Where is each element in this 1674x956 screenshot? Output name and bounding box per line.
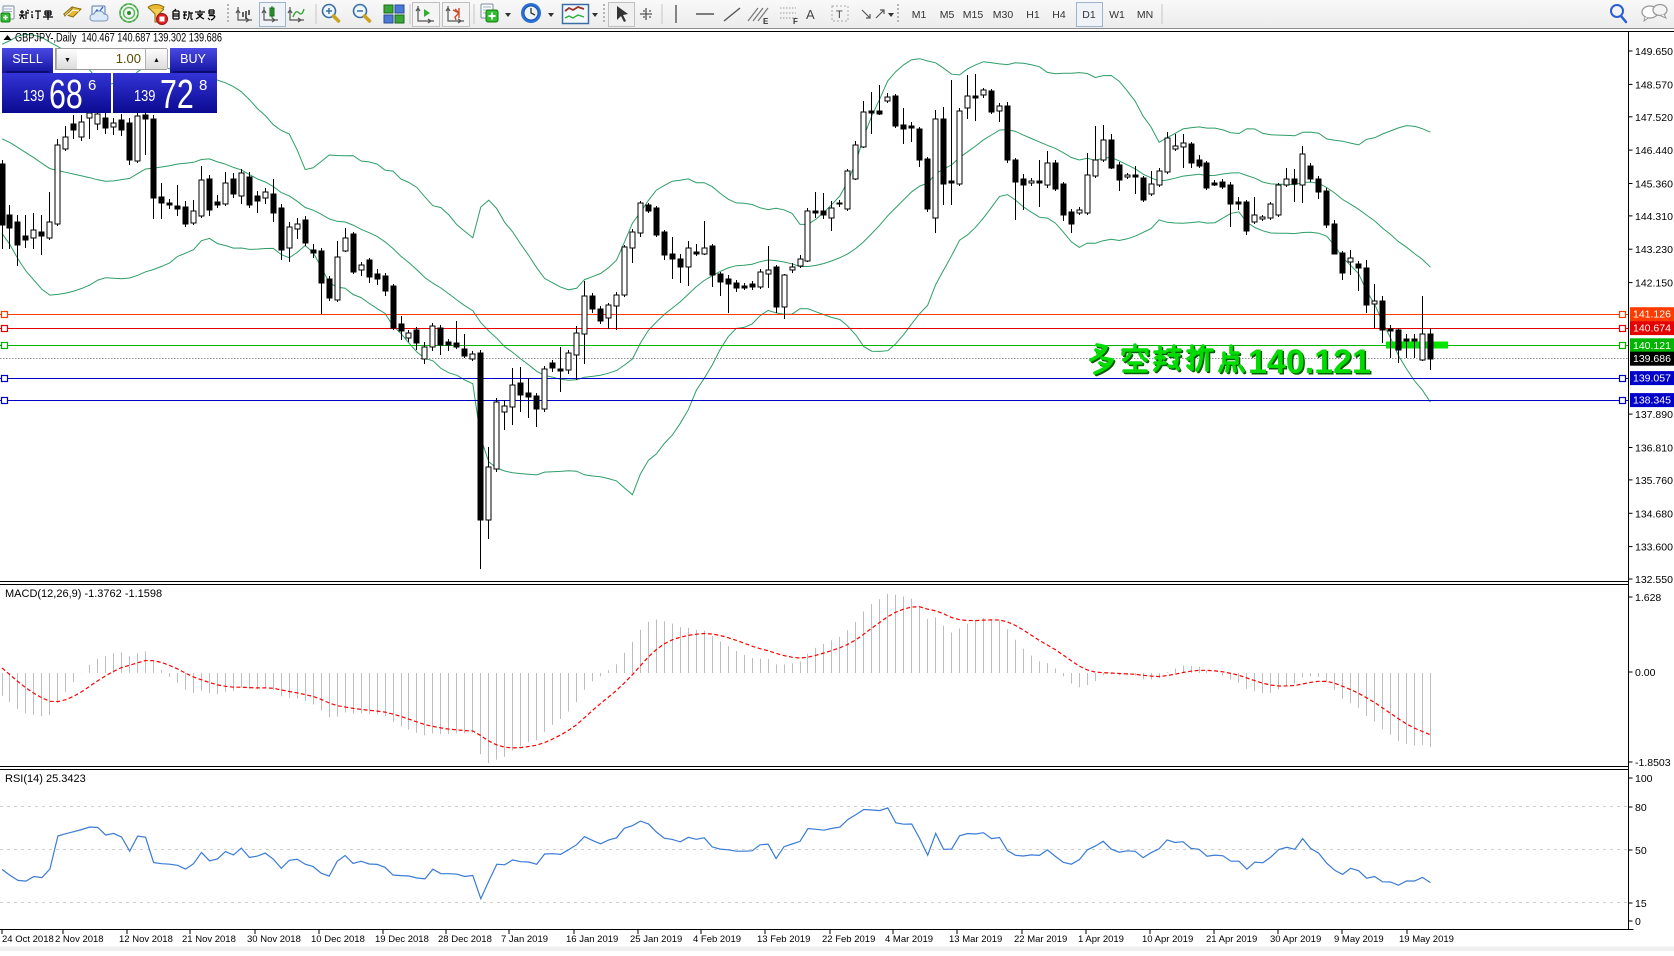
svg-text:-1.8503: -1.8503: [1635, 757, 1671, 769]
svg-text:132.550: 132.550: [1635, 574, 1673, 586]
svg-text:25 Jan 2019: 25 Jan 2019: [630, 934, 682, 945]
svg-text:21 Nov 2018: 21 Nov 2018: [182, 934, 236, 945]
svg-text:142.150: 142.150: [1635, 278, 1673, 290]
svg-text:145.360: 145.360: [1635, 179, 1673, 191]
svg-text:H4: H4: [1052, 9, 1066, 21]
svg-text:80: 80: [1635, 802, 1647, 814]
svg-text:2 Nov 2018: 2 Nov 2018: [55, 934, 104, 945]
svg-text:W1: W1: [1109, 9, 1125, 21]
svg-text:140.674: 140.674: [1633, 323, 1671, 335]
svg-text:30 Apr 2019: 30 Apr 2019: [1270, 934, 1321, 945]
svg-text:147.520: 147.520: [1635, 112, 1673, 124]
svg-text:MN: MN: [1137, 9, 1153, 21]
svg-text:144.310: 144.310: [1635, 211, 1673, 223]
svg-text:141.126: 141.126: [1633, 309, 1671, 321]
svg-text:10 Apr 2019: 10 Apr 2019: [1142, 934, 1193, 945]
svg-text:M1: M1: [912, 9, 927, 21]
svg-text:MACD(12,26,9) -1.3762 -1.1598: MACD(12,26,9) -1.3762 -1.1598: [5, 588, 162, 600]
svg-text:139.057: 139.057: [1633, 373, 1671, 385]
svg-text:136.810: 136.810: [1635, 443, 1673, 455]
svg-text:13 Mar 2019: 13 Mar 2019: [949, 934, 1002, 945]
svg-text:15: 15: [1635, 898, 1647, 910]
svg-text:148.570: 148.570: [1635, 79, 1673, 91]
svg-text:19 May 2019: 19 May 2019: [1399, 934, 1454, 945]
svg-text:139.686: 139.686: [1633, 353, 1671, 365]
svg-text:19 Dec 2018: 19 Dec 2018: [375, 934, 429, 945]
svg-text:0: 0: [1635, 916, 1641, 928]
svg-text:140.121: 140.121: [1250, 345, 1373, 383]
svg-text:140.121: 140.121: [1248, 343, 1371, 381]
svg-text:M30: M30: [993, 9, 1014, 21]
svg-text:13 Feb 2019: 13 Feb 2019: [757, 934, 810, 945]
svg-text:146.440: 146.440: [1635, 145, 1673, 157]
svg-text:RSI(14) 25.3423: RSI(14) 25.3423: [5, 773, 86, 785]
svg-text:M15: M15: [963, 9, 984, 21]
svg-text:21 Apr 2019: 21 Apr 2019: [1206, 934, 1257, 945]
svg-text:50: 50: [1635, 845, 1647, 857]
svg-text:12 Nov 2018: 12 Nov 2018: [119, 934, 173, 945]
svg-text:10 Dec 2018: 10 Dec 2018: [311, 934, 365, 945]
svg-text:1.628: 1.628: [1635, 592, 1661, 604]
svg-text:GBPJPY-,Daily 140.467 140.687: GBPJPY-,Daily 140.467 140.687 139.302 13…: [15, 33, 222, 45]
svg-text:0.00: 0.00: [1635, 667, 1656, 679]
svg-text:138.345: 138.345: [1633, 395, 1671, 407]
svg-text:1 Apr 2019: 1 Apr 2019: [1078, 934, 1124, 945]
svg-text:D1: D1: [1082, 9, 1096, 21]
svg-text:A: A: [806, 7, 815, 22]
svg-text:H1: H1: [1026, 9, 1040, 21]
svg-text:135.760: 135.760: [1635, 475, 1673, 487]
svg-text:24 Oct 2018: 24 Oct 2018: [2, 934, 54, 945]
svg-text:F: F: [793, 17, 798, 26]
svg-text:T: T: [836, 9, 843, 21]
svg-text:28 Dec 2018: 28 Dec 2018: [438, 934, 492, 945]
svg-text:100: 100: [1635, 773, 1653, 785]
svg-text:4 Mar 2019: 4 Mar 2019: [885, 934, 933, 945]
svg-text:22 Mar 2019: 22 Mar 2019: [1014, 934, 1067, 945]
svg-text:30 Nov 2018: 30 Nov 2018: [247, 934, 301, 945]
svg-text:133.600: 133.600: [1635, 542, 1673, 554]
svg-text:143.230: 143.230: [1635, 244, 1673, 256]
svg-text:134.680: 134.680: [1635, 508, 1673, 520]
svg-text:22 Feb 2019: 22 Feb 2019: [822, 934, 875, 945]
svg-text:7 Jan 2019: 7 Jan 2019: [501, 934, 548, 945]
svg-text:140.121: 140.121: [1633, 340, 1671, 352]
svg-text:16 Jan 2019: 16 Jan 2019: [566, 934, 618, 945]
svg-text:4 Feb 2019: 4 Feb 2019: [693, 934, 741, 945]
svg-text:149.650: 149.650: [1635, 46, 1673, 58]
svg-text:M5: M5: [940, 9, 955, 21]
svg-text:9 May 2019: 9 May 2019: [1334, 934, 1384, 945]
svg-text:137.890: 137.890: [1635, 409, 1673, 421]
svg-text:E: E: [763, 17, 769, 26]
